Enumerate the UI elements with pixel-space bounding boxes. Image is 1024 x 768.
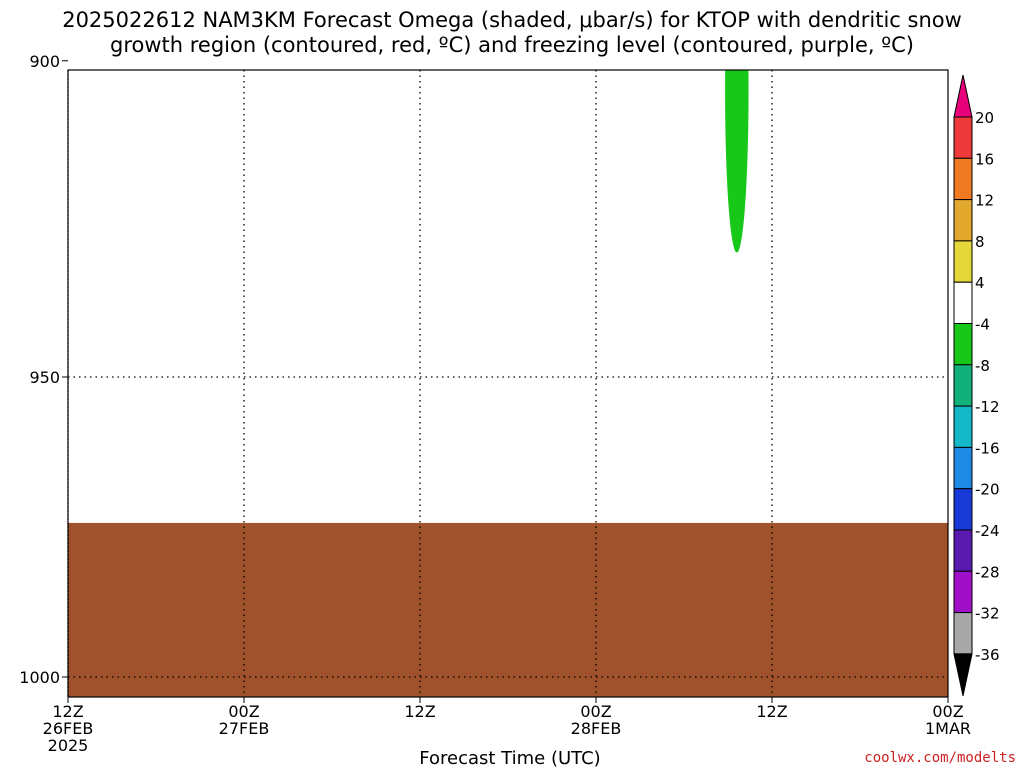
colorbar-top-arrow <box>953 74 973 118</box>
colorbar-label: -24 <box>975 522 1000 540</box>
y-axis: 2503003504004505005506006507007508008509… <box>19 52 68 687</box>
x-tick-label: 12Z <box>404 702 435 721</box>
colorbar-swatch <box>953 488 973 531</box>
colorbar-label: -4 <box>975 316 990 334</box>
colorbar-label: 8 <box>975 233 985 251</box>
y-tick-label: 900 <box>29 52 60 71</box>
credit-text: coolwx.com/modelts <box>864 750 1016 766</box>
omega-region <box>725 70 749 253</box>
y-tick-label: 950 <box>29 368 60 387</box>
colorbar-swatch <box>953 323 973 366</box>
colorbar-label: -8 <box>975 357 990 375</box>
x-tick-label: 2025 <box>48 736 89 755</box>
colorbar-swatch <box>953 405 973 448</box>
x-tick-label: 00Z <box>932 702 963 721</box>
y-tick-label: 1000 <box>19 668 60 687</box>
colorbar-label: -20 <box>975 481 1000 499</box>
colorbar-label: -36 <box>975 646 1000 664</box>
colorbar-label: 20 <box>975 109 994 127</box>
colorbar-swatch <box>953 240 973 283</box>
x-axis-label: Forecast Time (UTC) <box>419 748 600 768</box>
x-tick-label: 00Z <box>580 702 611 721</box>
colorbar-swatch <box>953 281 973 325</box>
x-tick-label: 27FEB <box>219 719 270 738</box>
x-tick-label: 00Z <box>228 702 259 721</box>
colorbar-label: -28 <box>975 563 1000 581</box>
x-tick-label: 12Z <box>756 702 787 721</box>
colorbar-swatch <box>953 529 973 572</box>
colorbar-swatch <box>953 116 973 159</box>
x-tick-label: 28FEB <box>571 719 622 738</box>
colorbar-label: 4 <box>975 274 985 292</box>
colorbar-swatch <box>953 364 973 407</box>
plot-area: -18-18-18-12-12-1200 <box>67 69 949 698</box>
colorbar-label: -12 <box>975 398 1000 416</box>
colorbar-label: 16 <box>975 150 994 168</box>
colorbar-swatch <box>953 570 973 614</box>
colorbar-label: 12 <box>975 192 994 210</box>
colorbar-bottom-arrow <box>953 653 973 697</box>
colorbar: 20 16 12 8 4 -4 -8 -12 -16 -20 -24 -28 -32 -36 <box>953 74 1000 697</box>
colorbar-label: -32 <box>975 605 1000 623</box>
chart-title-line1: 2025022612 NAM3KM Forecast Omega (shaded… <box>62 8 962 32</box>
colorbar-label: -16 <box>975 439 1000 457</box>
x-tick-label: 26FEB <box>43 719 94 738</box>
x-tick-label: 12Z <box>52 702 83 721</box>
ground-surface <box>68 522 948 697</box>
colorbar-swatch <box>953 157 973 201</box>
colorbar-swatch <box>953 612 973 655</box>
x-tick-label: 1MAR <box>925 719 971 738</box>
colorbar-swatch <box>953 199 973 242</box>
colorbar-swatch <box>953 446 973 490</box>
chart-title-line2: growth region (contoured, red, ºC) and f… <box>110 33 914 57</box>
